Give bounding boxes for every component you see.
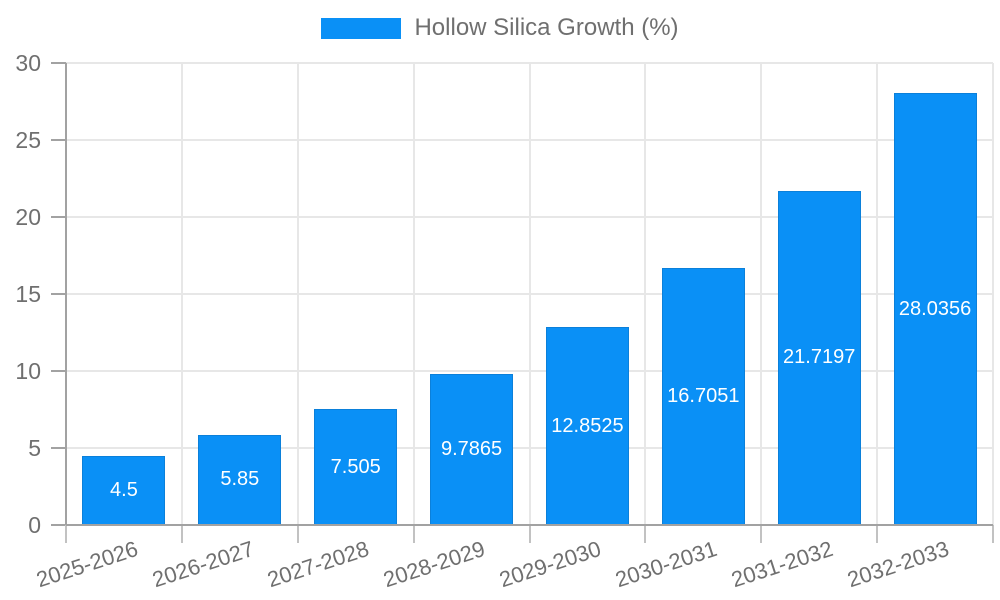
x-tick-mark (644, 525, 647, 543)
legend-item[interactable]: Hollow Silica Growth (%) (0, 14, 1000, 42)
x-axis-line (66, 524, 993, 526)
bar[interactable] (893, 93, 977, 525)
x-tick-mark (180, 525, 183, 543)
x-gridline (528, 63, 531, 525)
x-tick-mark (528, 525, 531, 543)
x-tick-mark (412, 525, 415, 543)
x-gridline (644, 63, 647, 525)
x-gridline (992, 63, 994, 525)
x-gridline (180, 63, 183, 525)
y-tick-mark (51, 216, 66, 218)
x-tick-label: 2026-2027 (148, 536, 257, 593)
bar[interactable] (661, 267, 745, 525)
y-tick-label: 30 (15, 50, 41, 76)
legend-swatch (321, 17, 402, 39)
x-tick-label: 2030-2031 (612, 536, 721, 593)
y-tick-mark (51, 62, 66, 64)
y-tick-mark (51, 370, 66, 372)
y-tick-label: 5 (28, 435, 41, 461)
bar[interactable] (198, 434, 282, 525)
bar[interactable] (777, 190, 861, 525)
bar[interactable] (82, 455, 166, 525)
x-tick-mark (296, 525, 299, 543)
y-axis-line (65, 63, 67, 525)
y-tick-mark (51, 524, 66, 526)
x-tick-label: 2031-2032 (728, 536, 836, 593)
y-tick-label: 0 (28, 512, 41, 538)
legend-label: Hollow Silica Growth (%) (414, 14, 679, 41)
x-tick-label: 2029-2030 (496, 536, 605, 593)
y-tick-label: 20 (15, 204, 41, 230)
x-gridline (876, 63, 879, 525)
x-tick-mark (876, 525, 879, 543)
x-gridline (760, 63, 763, 525)
x-tick-label: 2025-2026 (32, 536, 141, 593)
x-tick-mark (65, 525, 67, 543)
x-gridline (412, 63, 415, 525)
bar[interactable] (545, 327, 629, 525)
y-tick-mark (51, 139, 66, 141)
x-tick-label: 2032-2033 (843, 536, 952, 593)
x-tick-label: 2027-2028 (264, 536, 373, 593)
x-tick-mark (992, 525, 994, 543)
y-tick-label: 10 (15, 358, 41, 384)
y-tick-mark (51, 447, 66, 449)
y-tick-label: 25 (15, 127, 41, 153)
bar[interactable] (314, 409, 398, 525)
y-tick-label: 15 (15, 281, 41, 307)
x-gridline (296, 63, 299, 525)
x-tick-label: 2028-2029 (380, 536, 489, 593)
y-tick-mark (51, 293, 66, 295)
x-tick-mark (760, 525, 763, 543)
bar[interactable] (430, 374, 514, 525)
